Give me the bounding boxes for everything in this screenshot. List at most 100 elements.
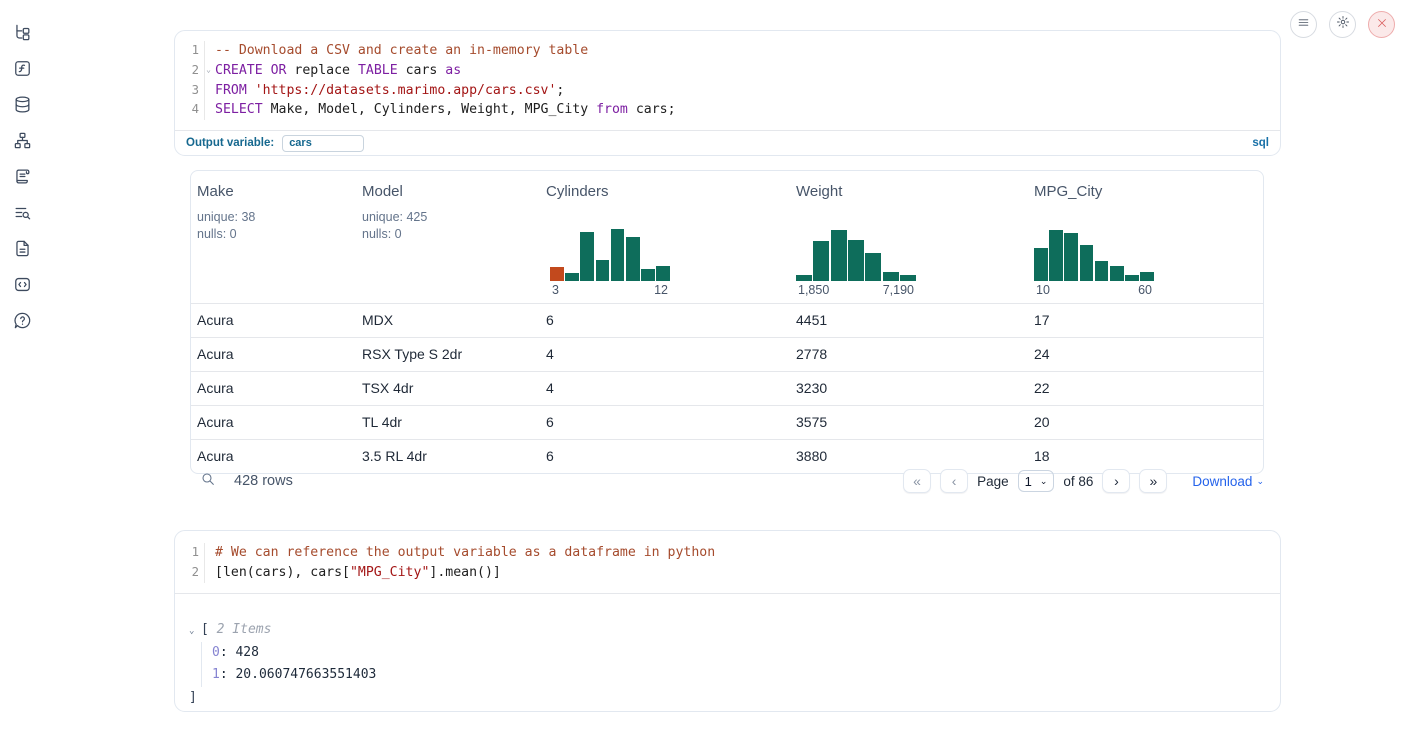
chevron-right-icon: › — [1114, 473, 1119, 489]
histogram-bar — [1064, 233, 1078, 281]
axis-max-label: 12 — [654, 283, 668, 297]
axis-min-label: 1,850 — [798, 283, 829, 297]
chevron-down-icon: ⌄ — [1040, 476, 1048, 487]
next-page-button[interactable]: › — [1102, 469, 1130, 493]
code-line: 4SELECT Make, Model, Cylinders, Weight, … — [175, 100, 1280, 120]
entry-value: 20.060747663551403 — [235, 667, 376, 682]
column-header[interactable]: Modelunique: 425nulls: 0 — [356, 171, 540, 303]
download-label: Download — [1192, 474, 1252, 489]
column-name: Weight — [796, 183, 1028, 200]
column-header[interactable]: Cylinders 312 — [540, 171, 790, 303]
functions-icon[interactable] — [12, 58, 32, 78]
histogram-bar — [611, 229, 625, 281]
search-icon — [200, 471, 216, 492]
column-histogram: 1,8507,190 — [796, 226, 916, 297]
row-count: 428 rows — [234, 473, 293, 489]
tree-entry: 0: 428 — [212, 642, 1280, 665]
sql-cell: 1-- Download a CSV and create an in-memo… — [174, 30, 1281, 156]
table-cell: 6 — [540, 304, 790, 337]
table-cell: 3575 — [790, 406, 1028, 439]
menu-button[interactable] — [1290, 11, 1317, 38]
left-sidebar — [0, 0, 44, 729]
sql-cell-footer: Output variable: sql — [175, 130, 1280, 155]
code-line: 3FROM 'https://datasets.marimo.app/cars.… — [175, 81, 1280, 101]
entry-value: 428 — [235, 645, 258, 660]
collapse-chevron-icon[interactable]: ⌄ — [189, 620, 201, 643]
table-cell: 22 — [1028, 372, 1263, 405]
gear-icon — [1336, 15, 1350, 34]
table-cell: TSX 4dr — [356, 372, 540, 405]
table-cell: 6 — [540, 406, 790, 439]
output-variable-input[interactable] — [282, 135, 364, 152]
datasources-icon[interactable] — [12, 94, 32, 114]
code-line: 2⌄CREATE OR replace TABLE cars as — [175, 61, 1280, 81]
last-page-button[interactable]: » — [1139, 469, 1167, 493]
table-cell: 3230 — [790, 372, 1028, 405]
tree-entries: 0: 4281: 20.060747663551403 — [201, 642, 1280, 687]
code-text: SELECT Make, Model, Cylinders, Weight, M… — [205, 100, 676, 120]
first-page-button[interactable]: « — [903, 469, 931, 493]
python-cell: 1# We can reference the output variable … — [174, 530, 1281, 712]
column-stats: unique: 38nulls: 0 — [197, 209, 356, 243]
line-number: 1 — [175, 41, 205, 61]
python-code-editor[interactable]: 1# We can reference the output variable … — [175, 531, 1280, 583]
chevron-down-icon: ⌄ — [1256, 476, 1264, 487]
line-number: 1 — [175, 543, 205, 563]
table-row: AcuraTSX 4dr4323022 — [191, 371, 1263, 405]
code-text: [len(cars), cars["MPG_City"].mean()] — [205, 563, 501, 583]
histogram-bar — [883, 272, 899, 281]
help-icon[interactable] — [12, 310, 32, 330]
histogram-axis: 1060 — [1034, 283, 1154, 297]
table-cell: 4 — [540, 338, 790, 371]
documentation-icon[interactable] — [12, 238, 32, 258]
histogram-bar — [848, 240, 864, 281]
table-row: AcuraMDX6445117 — [191, 303, 1263, 337]
line-number: 2 — [175, 563, 205, 583]
dependency-graph-icon[interactable] — [12, 130, 32, 150]
histogram-bar — [831, 230, 847, 281]
prev-page-button[interactable]: ‹ — [940, 469, 968, 493]
code-line: 1-- Download a CSV and create an in-memo… — [175, 41, 1280, 61]
column-stat: unique: 38 — [197, 209, 356, 226]
settings-button[interactable] — [1329, 11, 1356, 38]
download-button[interactable]: Download ⌄ — [1192, 474, 1264, 489]
histogram-bar — [656, 266, 670, 281]
fold-chevron-icon[interactable]: ⌄ — [206, 66, 211, 74]
table-cell: 17 — [1028, 304, 1263, 337]
page-total-label: of 86 — [1063, 474, 1093, 489]
outline-search-icon[interactable] — [12, 202, 32, 222]
column-name: Cylinders — [546, 183, 790, 200]
column-header[interactable]: MPG_City1060 — [1028, 171, 1263, 303]
column-stat: unique: 425 — [362, 209, 540, 226]
column-stat: nulls: 0 — [197, 226, 356, 243]
histogram-axis: 1,8507,190 — [796, 283, 916, 297]
column-header[interactable]: Weight 1,8507,190 — [790, 171, 1028, 303]
page-select-value: 1 — [1025, 474, 1032, 489]
entry-index: 0 — [212, 645, 220, 660]
table-cell: Acura — [191, 338, 356, 371]
sql-code-editor[interactable]: 1-- Download a CSV and create an in-memo… — [175, 31, 1280, 120]
logs-icon[interactable] — [12, 166, 32, 186]
histogram-bar — [1049, 230, 1063, 281]
histogram-bar — [1080, 245, 1094, 281]
histogram-axis: 312 — [550, 283, 670, 297]
shutdown-button[interactable] — [1368, 11, 1395, 38]
table-cell: TL 4dr — [356, 406, 540, 439]
chevrons-right-icon: » — [1150, 473, 1158, 489]
code-line: 1# We can reference the output variable … — [175, 543, 1280, 563]
file-tree-icon[interactable] — [12, 22, 32, 42]
search-button[interactable] — [198, 471, 218, 491]
table-row: AcuraRSX Type S 2dr4277824 — [191, 337, 1263, 371]
axis-max-label: 60 — [1138, 283, 1152, 297]
histogram-bar — [1125, 275, 1139, 281]
page-select[interactable]: 1 ⌄ — [1018, 470, 1055, 492]
table-cell: Acura — [191, 304, 356, 337]
chevrons-left-icon: « — [913, 473, 921, 489]
tree-entry: 1: 20.060747663551403 — [212, 664, 1280, 687]
snippets-icon[interactable] — [12, 274, 32, 294]
column-header[interactable]: Makeunique: 38nulls: 0 — [191, 171, 356, 303]
code-text: FROM 'https://datasets.marimo.app/cars.c… — [205, 81, 564, 101]
histogram-bar — [580, 232, 594, 281]
table-row: AcuraTL 4dr6357520 — [191, 405, 1263, 439]
python-output-tree: ⌄[ 2 Items0: 4281: 20.060747663551403] — [175, 609, 1280, 711]
